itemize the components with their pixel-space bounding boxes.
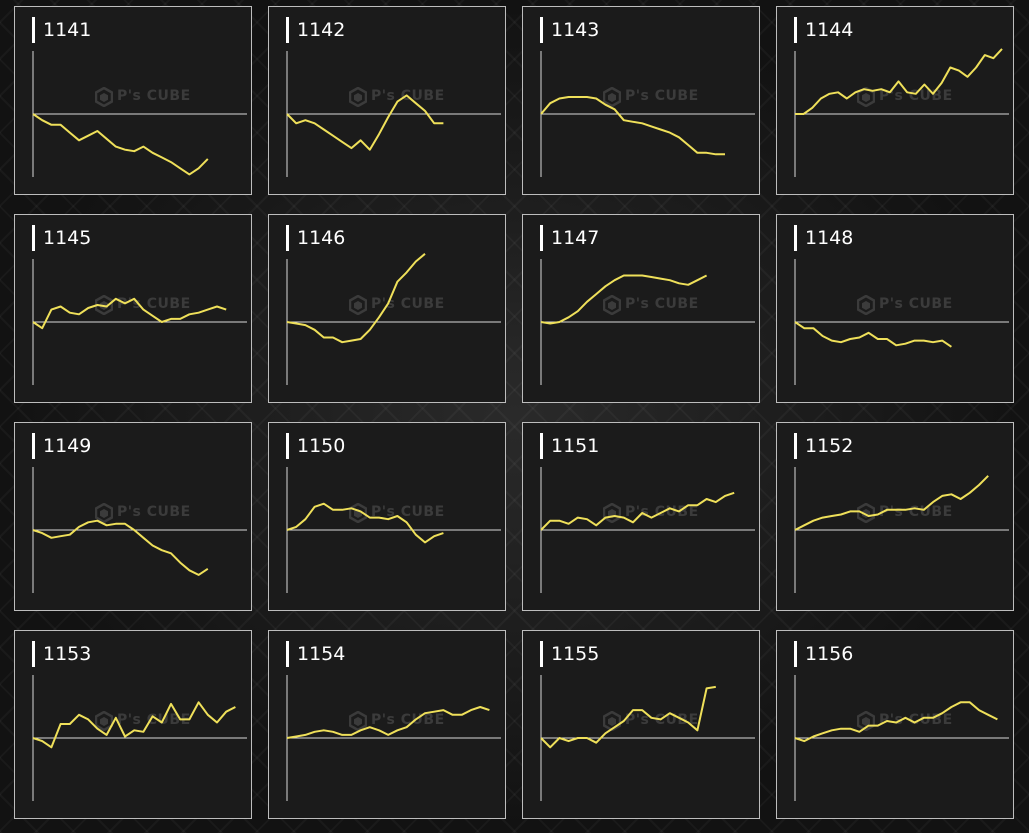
chart-title: 1153: [32, 641, 91, 667]
line-chart: [540, 259, 755, 385]
line-chart: [794, 467, 1009, 593]
chart-title: 1147: [540, 225, 599, 251]
chart-card-1146: 1146 P's CUBE: [268, 214, 506, 403]
chart-card-1156: 1156 P's CUBE: [776, 630, 1014, 819]
chart-title: 1148: [794, 225, 853, 251]
series-line: [795, 48, 1003, 115]
watermark-logo: P's CUBE: [603, 291, 698, 319]
series-line: [540, 685, 716, 749]
watermark-logo: P's CUBE: [857, 291, 952, 319]
watermark-logo: P's CUBE: [95, 707, 190, 735]
chart-card-1155: 1155 P's CUBE: [522, 630, 760, 819]
cube-logo-icon: [857, 295, 875, 315]
watermark-text: P's CUBE: [117, 88, 191, 104]
line-chart: [286, 51, 501, 177]
cube-logo-icon: [603, 295, 621, 315]
cube-logo-icon: [857, 87, 875, 107]
watermark-logo: P's CUBE: [857, 499, 952, 527]
watermark-text: P's CUBE: [625, 712, 699, 728]
watermark-text: P's CUBE: [371, 712, 445, 728]
chart-card-1142: 1142 P's CUBE: [268, 6, 506, 195]
watermark-text: P's CUBE: [879, 504, 953, 520]
cube-logo-icon: [95, 503, 113, 523]
cube-logo-icon: [95, 87, 113, 107]
chart-card-1141: 1141 P's CUBE: [14, 6, 252, 195]
line-chart: [540, 51, 755, 177]
cube-logo-icon: [857, 711, 875, 731]
watermark-logo: P's CUBE: [857, 707, 952, 735]
watermark-logo: P's CUBE: [349, 499, 444, 527]
series-line: [286, 502, 444, 544]
cube-logo-icon: [349, 87, 367, 107]
line-chart: [794, 259, 1009, 385]
series-line: [32, 519, 209, 576]
watermark-text: P's CUBE: [625, 296, 699, 312]
chart-card-1150: 1150 P's CUBE: [268, 422, 506, 611]
series-line: [32, 113, 209, 176]
series-line: [794, 475, 989, 531]
chart-card-1153: 1153 P's CUBE: [14, 630, 252, 819]
cube-logo-icon: [349, 711, 367, 731]
chart-card-1143: 1143 P's CUBE: [522, 6, 760, 195]
series-line: [286, 706, 490, 739]
series-line: [32, 701, 236, 749]
series-line: [32, 297, 227, 330]
watermark-text: P's CUBE: [879, 296, 953, 312]
chart-card-1151: 1151 P's CUBE: [522, 422, 760, 611]
cube-logo-icon: [349, 295, 367, 315]
line-chart: [286, 253, 501, 385]
chart-title: 1155: [540, 641, 599, 667]
cube-logo-icon: [95, 711, 113, 731]
chart-title: 1142: [286, 17, 345, 43]
line-chart: [286, 675, 501, 801]
chart-title: 1149: [32, 433, 91, 459]
line-chart: [540, 675, 755, 801]
line-chart: [32, 51, 247, 177]
chart-card-1154: 1154 P's CUBE: [268, 630, 506, 819]
chart-card-1145: 1145 P's CUBE: [14, 214, 252, 403]
chart-card-1152: 1152 P's CUBE: [776, 422, 1014, 611]
chart-title: 1156: [794, 641, 853, 667]
watermark-text: P's CUBE: [625, 88, 699, 104]
chart-title: 1152: [794, 433, 853, 459]
chart-card-1144: 1144 P's CUBE: [776, 6, 1014, 195]
watermark-logo: P's CUBE: [95, 83, 190, 111]
watermark-logo: P's CUBE: [349, 707, 444, 735]
chart-title: 1143: [540, 17, 599, 43]
watermark-text: P's CUBE: [117, 712, 191, 728]
watermark-text: P's CUBE: [117, 504, 191, 520]
line-chart: [32, 675, 247, 801]
series-line: [286, 94, 444, 151]
line-chart: [32, 467, 247, 593]
chart-title: 1146: [286, 225, 345, 251]
cube-logo-icon: [603, 87, 621, 107]
chart-title: 1150: [286, 433, 345, 459]
line-chart: [540, 467, 755, 593]
series-line: [794, 701, 998, 743]
chart-card-1149: 1149 P's CUBE: [14, 422, 252, 611]
chart-title: 1151: [540, 433, 599, 459]
series-line: [794, 321, 952, 348]
series-line: [540, 491, 735, 531]
chart-card-1148: 1148 P's CUBE: [776, 214, 1014, 403]
watermark-logo: P's CUBE: [95, 499, 190, 527]
line-chart: [286, 467, 501, 593]
watermark-text: P's CUBE: [371, 504, 445, 520]
line-chart: [32, 259, 247, 385]
line-chart: [794, 675, 1009, 801]
series-line: [286, 253, 426, 344]
chart-title: 1141: [32, 17, 91, 43]
chart-title: 1144: [794, 17, 853, 43]
chart-card-1147: 1147 P's CUBE: [522, 214, 760, 403]
line-chart: [794, 48, 1009, 177]
series-line: [540, 96, 725, 156]
watermark-logo: P's CUBE: [603, 83, 698, 111]
series-line: [540, 274, 708, 325]
chart-title: 1154: [286, 641, 345, 667]
chart-title: 1145: [32, 225, 91, 251]
watermark-text: P's CUBE: [879, 712, 953, 728]
